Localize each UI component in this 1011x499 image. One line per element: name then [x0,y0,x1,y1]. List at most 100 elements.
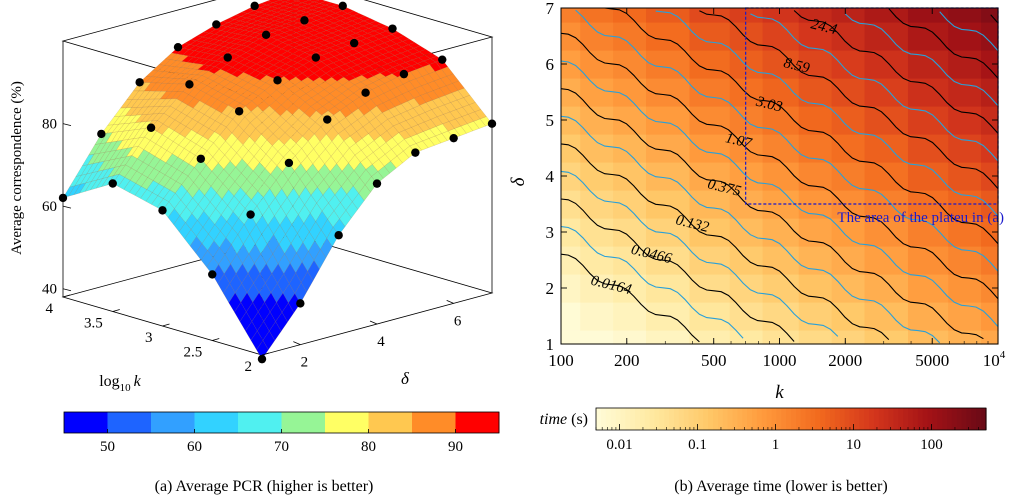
colorbar-swatch [756,408,763,430]
colorbar-swatch [859,408,865,430]
heatmap-cell [948,134,982,163]
contour-label: 3.03 [754,94,784,116]
colorbar-swatch [747,408,753,430]
heatmap-cell [798,274,833,303]
surface-mesh [62,0,493,360]
heatmap-cell [981,106,999,135]
colorbar-swatch [800,408,807,430]
y-tick-label: 6 [454,313,462,329]
colorbar-swatch [776,408,782,430]
y-tick-label: 1 [546,335,555,354]
x-tick-label: 104 [983,349,1006,370]
heatmap-cell [948,8,982,23]
surface-data-point [108,179,117,188]
z-tick-label: 40 [42,282,57,298]
colorbar-swatch [713,408,719,430]
colorbar-swatch [620,408,626,430]
surface-data-point [250,1,259,11]
contour-label: 1.07 [724,130,755,152]
heatmap-cell [613,22,647,51]
heatmap-cell [981,330,999,345]
heatmap-cell [762,218,800,247]
heatmap-cell [762,8,800,23]
heatmap-cell [729,190,764,219]
colorbar-swatch [693,408,699,430]
heatmap-cell [561,78,581,107]
heatmap-cell [798,134,833,163]
y-axis-title: δ [401,369,410,388]
colorbar-swatch [649,408,656,430]
colorbar-swatch [737,408,743,430]
colorbar-swatch [830,408,836,430]
colorbar-swatch [455,412,500,433]
colorbar-swatch [412,412,456,433]
colorbar-swatch [805,408,812,430]
heatmap-cell [831,302,866,331]
colorbar-swatch [795,408,802,430]
contour-line-labeled [560,253,700,343]
colorbar-swatch [961,408,968,430]
heatmap-cell [907,162,949,191]
colorbar-title: time (s) [540,411,588,428]
heatmap-cell [729,8,764,23]
heatmap-cell [907,302,949,331]
colorbar-swatch [825,408,831,430]
x-axis-title-var: k [134,373,142,390]
z-tick-label: 60 [42,199,57,215]
z-tick [62,288,72,292]
heatmap-cell [831,330,866,345]
y-axis: 2 4 6 δ [293,299,462,388]
x-tick-label: 2 [245,359,253,375]
x-tick-label: 2000 [828,351,862,370]
colorbar-swatch [883,408,890,430]
heatmap-cell [729,50,764,79]
colorbar-swatch [605,408,612,430]
heatmap-cell [864,134,909,163]
colorbar-swatch [917,408,924,430]
heatmap-cell [981,78,999,107]
heatmap-cell [561,190,581,219]
y-tick-label: 6 [546,55,555,74]
colorbar-tick-label: 0.1 [688,437,707,453]
colorbar-swatch [893,408,899,430]
surface-data-point [173,42,183,52]
colorbar-swatch [932,408,938,430]
surface-data-point [296,299,305,308]
caption-a: (a) Average PCR (higher is better) [155,478,374,495]
surface-colorbar: 50 60 70 80 90 [63,411,500,455]
heatmap-cell [831,106,866,135]
colorbar-swatch [722,408,729,430]
colorbar-swatch [766,408,773,430]
colorbar-swatch [708,408,714,430]
colorbar-swatch [761,408,768,430]
surface-panel: 40 60 80 Average correspondence (%) 2 2.5 3 3.5… [9,0,500,495]
contour-line-labeled [560,143,890,340]
contour-line-labeled [560,198,795,342]
x-tick-label-text: 1000 [763,351,797,370]
colorbar-swatch [786,408,792,430]
caption-b: (b) Average time (lower is better) [674,478,887,495]
surface-data-point [399,69,409,79]
colorbar-title-var: time [540,411,568,428]
y-tick [293,341,301,346]
x-tick [212,338,220,341]
heatmap-cell [689,218,731,247]
x-axis-title-sub: 10 [120,382,132,394]
heatmap-cell [689,162,731,191]
colorbar-tick-label: 60 [187,439,202,455]
colorbar-swatch [683,408,690,430]
colorbar-swatch [898,408,904,430]
heatmap-cell [689,22,731,51]
heatmap-cell [580,302,614,331]
colorbar-swatch [625,408,631,430]
heatmap-cell [948,330,982,345]
heatmap-cell [907,330,949,345]
y-tick-label: 3 [546,223,555,242]
heatmap-cell [613,134,647,163]
x-tick-label: 200 [614,351,640,370]
heatmap-cell [613,330,647,345]
colorbar-swatch [238,412,282,433]
contour-line-intermediate [750,13,999,162]
